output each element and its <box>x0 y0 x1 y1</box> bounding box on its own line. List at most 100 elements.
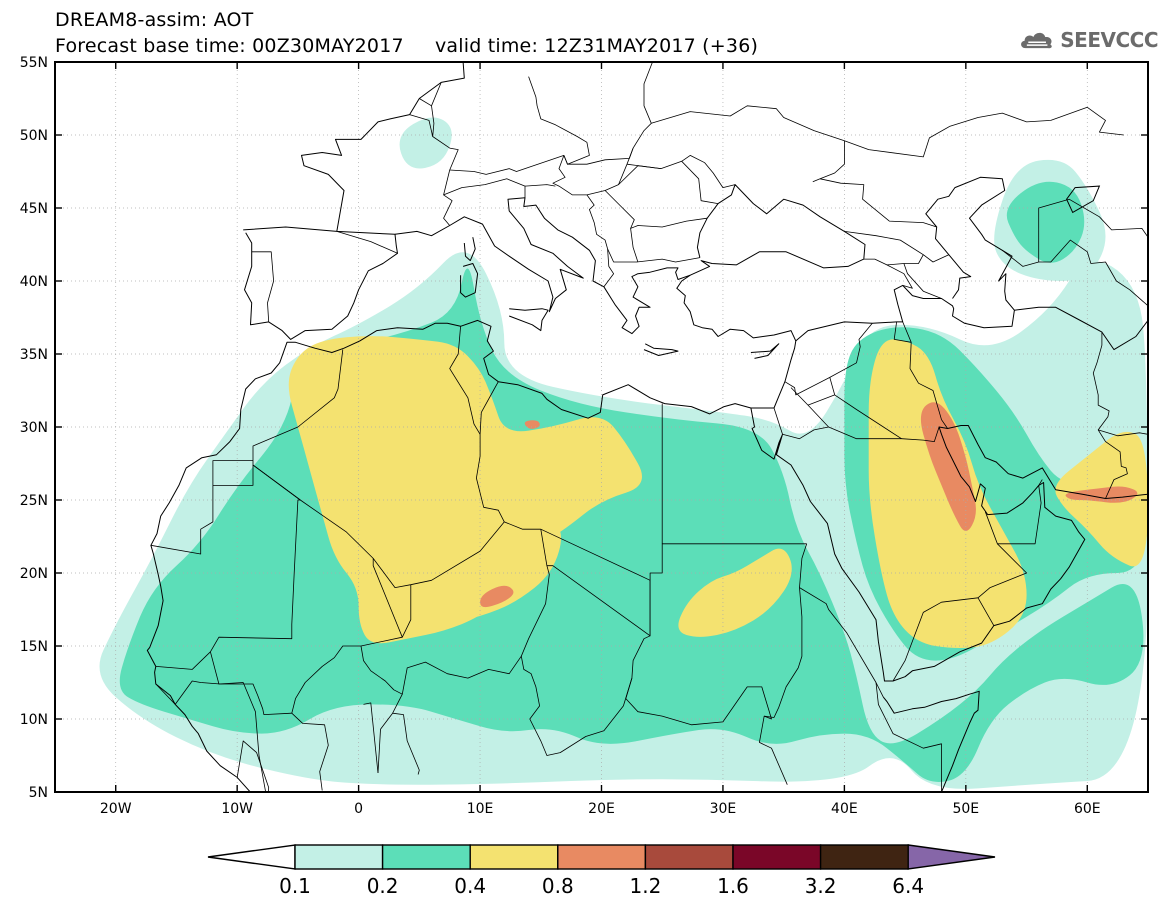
coastline-8 <box>460 263 479 298</box>
border-48 <box>603 248 614 288</box>
colorbar-swatch-3.2 <box>819 844 909 870</box>
coastline-layer <box>146 62 1148 792</box>
border-61 <box>893 321 912 343</box>
border-47 <box>630 228 639 263</box>
colorbar-label: 1.6 <box>717 874 749 898</box>
border-42 <box>524 184 556 187</box>
border-34 <box>336 231 398 254</box>
colorbar-overflow-arrow <box>907 844 996 870</box>
colorbar: 0.1 0.2 0.4 0.8 1.2 1.6 3.2 6.4 <box>207 844 996 898</box>
border-14 <box>834 394 902 440</box>
logo: SEEVCCC <box>1018 23 1158 57</box>
border-36 <box>431 82 459 226</box>
border-18 <box>892 597 995 682</box>
dust-area-0.8-11 <box>480 585 514 608</box>
cloud-icon <box>1021 32 1052 49</box>
dust-area-0.4-9 <box>678 548 792 637</box>
map-title: DREAM8-assim: AOT <box>55 9 254 31</box>
border-52 <box>820 178 937 228</box>
border-10 <box>784 323 873 396</box>
border-23 <box>520 656 633 756</box>
map-plot-area <box>55 62 1148 792</box>
coastline-4 <box>750 407 1148 682</box>
border-35 <box>251 251 275 322</box>
border-1 <box>150 465 254 555</box>
border-20 <box>759 587 803 785</box>
dust-field-layer <box>99 117 1148 789</box>
lon-label: 40E <box>831 801 858 817</box>
coastline-6 <box>795 176 1015 342</box>
coastline-3 <box>146 274 797 792</box>
border-32 <box>155 651 211 670</box>
coastline-5 <box>882 690 980 792</box>
border-58 <box>1002 239 1148 307</box>
lat-label: 15N <box>20 639 48 655</box>
colorbar-swatch-1.2 <box>644 844 734 870</box>
border-37 <box>419 98 432 107</box>
border-11 <box>782 387 829 440</box>
border-38 <box>409 114 434 137</box>
lat-label: 50N <box>20 128 48 144</box>
lat-label: 55N <box>20 55 48 71</box>
border-40 <box>443 178 526 198</box>
border-24 <box>291 565 550 791</box>
border-8 <box>540 528 651 581</box>
lake-outline-0 <box>1066 185 1101 214</box>
border-22 <box>625 580 772 726</box>
border-51 <box>844 106 1124 158</box>
border-30 <box>220 683 292 715</box>
border-27 <box>377 694 403 774</box>
border-9 <box>773 407 783 435</box>
lon-label: 10E <box>467 801 494 817</box>
lat-label: 20N <box>20 566 48 582</box>
border-60 <box>1098 429 1148 437</box>
coastline-7 <box>1014 306 1148 351</box>
coastline-1 <box>301 62 465 232</box>
forecast-time-info: Forecast base time: 00Z30MAY2017 valid t… <box>55 35 759 57</box>
border-49 <box>681 154 736 189</box>
coastline-0 <box>243 226 398 340</box>
colorbar-label: 0.8 <box>542 874 574 898</box>
dust-area-0.2-5 <box>1006 181 1085 263</box>
border-28 <box>392 712 420 775</box>
border-21 <box>875 682 942 792</box>
border-55 <box>886 264 913 289</box>
lat-label: 35N <box>20 347 48 363</box>
axis-labels: 55N 50N 45N 40N 35N 30N 25N 20N 15N 10N 5N 20W 10W 0 1… <box>20 55 1148 817</box>
border-33 <box>236 740 270 792</box>
border-layer <box>150 62 1148 792</box>
lon-label: 30E <box>710 801 737 817</box>
colorbar-underflow-arrow <box>207 844 296 870</box>
lat-label: 25N <box>20 493 48 509</box>
colorbar-swatch-0.2 <box>381 844 471 870</box>
border-56 <box>903 263 942 299</box>
border-31 <box>155 680 221 705</box>
border-46 <box>604 190 708 229</box>
colorbar-swatch-0.8 <box>557 844 647 870</box>
border-41 <box>528 76 700 263</box>
colorbar-swatch-1.6 <box>732 844 822 870</box>
border-13 <box>828 426 940 443</box>
border-19 <box>799 543 884 698</box>
coastline-11 <box>643 343 679 356</box>
border-17 <box>977 543 1027 599</box>
colorbar-label: 0.1 <box>279 874 311 898</box>
lat-label: 5N <box>29 785 48 801</box>
border-50 <box>651 105 845 183</box>
coastline-10 <box>509 308 549 332</box>
lat-label: 40N <box>20 274 48 290</box>
lat-label: 45N <box>20 201 48 217</box>
lon-label: 10W <box>221 801 253 817</box>
dust-area-0.8-14 <box>524 420 540 429</box>
lon-label: 20E <box>588 801 615 817</box>
border-2 <box>212 460 253 486</box>
graticule <box>55 62 1148 792</box>
colorbar-label: 0.2 <box>367 874 399 898</box>
dust-area-0.8-13 <box>1065 486 1138 503</box>
colorbar-label: 0.4 <box>454 874 486 898</box>
border-29 <box>363 702 379 774</box>
border-39 <box>449 62 653 175</box>
lon-label: 20W <box>100 801 132 817</box>
lon-label: 0 <box>354 801 363 817</box>
border-0 <box>209 349 344 792</box>
